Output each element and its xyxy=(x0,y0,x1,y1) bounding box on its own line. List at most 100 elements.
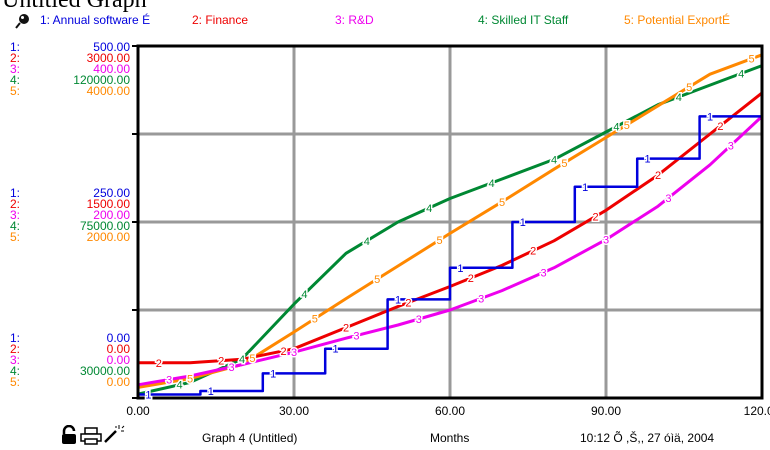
series-marker-5: 5 xyxy=(187,374,193,386)
y-scale-value: 500.00 xyxy=(93,40,130,54)
series-marker-4: 4 xyxy=(676,92,682,104)
series-marker-5: 5 xyxy=(624,120,630,132)
x-tick-label: 30.00 xyxy=(279,404,309,418)
y-scale-value: 2000.00 xyxy=(87,230,131,244)
series-line-1 xyxy=(138,115,762,396)
graph-title-fragment: Untitled Graph xyxy=(2,0,147,13)
y-scale-value: 0.00 xyxy=(107,375,131,389)
series-marker-4: 4 xyxy=(301,289,307,301)
series-marker-4: 4 xyxy=(426,203,432,215)
series-marker-1: 1 xyxy=(270,368,276,380)
series-marker-5: 5 xyxy=(499,197,505,209)
y-scale-index: 3: xyxy=(10,62,20,76)
pin-icon[interactable] xyxy=(15,13,31,32)
y-scale-index: 1: xyxy=(10,186,20,200)
y-scale-index: 5: xyxy=(10,84,20,98)
x-tick-label: 120.00 xyxy=(744,404,770,418)
series-marker-5: 5 xyxy=(374,274,380,286)
y-scale-value: 250.00 xyxy=(93,186,130,200)
series-marker-3: 3 xyxy=(166,375,172,387)
y-scale-index: 4: xyxy=(10,73,20,87)
graph-name: Graph 4 (Untitled) xyxy=(202,431,298,445)
y-scale-index: 1: xyxy=(10,40,20,54)
y-scale-value: 0.00 xyxy=(107,342,131,356)
y-scale-index: 1: xyxy=(10,331,20,345)
series-marker-2: 2 xyxy=(593,211,599,223)
series-marker-3: 3 xyxy=(541,267,547,279)
series-marker-2: 2 xyxy=(530,246,536,258)
series-marker-1: 1 xyxy=(333,344,339,356)
series-marker-2: 2 xyxy=(717,121,723,133)
series-marker-2: 2 xyxy=(405,297,411,309)
series-marker-3: 3 xyxy=(416,314,422,326)
y-scale-value: 3000.00 xyxy=(87,51,131,65)
series-marker-5: 5 xyxy=(686,82,692,94)
series-marker-2: 2 xyxy=(343,323,349,335)
series-marker-1: 1 xyxy=(145,389,151,401)
series-marker-5: 5 xyxy=(749,54,755,66)
series-marker-5: 5 xyxy=(437,235,443,247)
series-marker-4: 4 xyxy=(364,236,370,248)
legend-item-5: 5: Potential ExportÉ xyxy=(624,13,731,27)
grid xyxy=(138,46,762,398)
y-scale-index: 4: xyxy=(10,219,20,233)
y-scale-index: 2: xyxy=(10,197,20,211)
magic-wand-icon[interactable] xyxy=(103,424,125,447)
series-lines xyxy=(137,53,764,396)
series-marker-1: 1 xyxy=(395,294,401,306)
legend-item-1: 1: Annual software É xyxy=(40,13,151,27)
timestamp: 10:12 Õ ,Š,, 27 óìä, 2004 xyxy=(580,431,715,445)
y-scale-value: 400.00 xyxy=(93,62,130,76)
y-scale-value: 120000.00 xyxy=(73,73,130,87)
series-marker-4: 4 xyxy=(551,154,557,166)
series-marker-2: 2 xyxy=(468,273,474,285)
series-marker-3: 3 xyxy=(478,293,484,305)
y-scale-value: 4000.00 xyxy=(87,84,131,98)
series-marker-4: 4 xyxy=(177,380,183,392)
y-scale-value: 0.00 xyxy=(107,353,131,367)
series-marker-5: 5 xyxy=(249,353,255,365)
x-tick-label: 60.00 xyxy=(435,404,465,418)
series-marker-3: 3 xyxy=(291,347,297,359)
x-axis-label: Months xyxy=(430,431,470,445)
axes xyxy=(132,44,764,400)
y-scale-index: 5: xyxy=(10,375,20,389)
series-marker-3: 3 xyxy=(603,235,609,247)
y-scale-labels: 1: 500.00 2: 3000.00 3: 400.00 4: 120000.00 5: 40… xyxy=(10,40,130,389)
legend-item-3: 3: R&D xyxy=(335,13,374,27)
y-scale-index: 3: xyxy=(10,208,20,222)
series-marker-3: 3 xyxy=(353,331,359,343)
y-scale-index: 3: xyxy=(10,353,20,367)
y-scale-index: 4: xyxy=(10,364,20,378)
legend-item-4: 4: Skilled IT Staff xyxy=(478,13,569,27)
series-marker-3: 3 xyxy=(229,362,235,374)
series-marker-5: 5 xyxy=(312,314,318,326)
legend-item-2: 2: Finance xyxy=(192,13,249,27)
y-scale-value: 75000.00 xyxy=(80,219,130,233)
series-marker-3: 3 xyxy=(665,193,671,205)
y-scale-value: 1500.00 xyxy=(87,197,131,211)
y-scale-value: 200.00 xyxy=(93,208,130,222)
series-marker-4: 4 xyxy=(239,354,245,366)
series-marker-1: 1 xyxy=(457,263,463,275)
series-line-3 xyxy=(137,115,764,387)
series-marker-2: 2 xyxy=(281,346,287,358)
series-marker-5: 5 xyxy=(561,158,567,170)
y-scale-index: 2: xyxy=(10,342,20,356)
print-icon[interactable] xyxy=(80,427,102,448)
y-scale-value: 30000.00 xyxy=(80,364,130,378)
series-marker-1: 1 xyxy=(582,182,588,194)
series-marker-1: 1 xyxy=(707,111,713,123)
x-tick-label: 90.00 xyxy=(591,404,621,418)
x-tick-labels: 0.00 30.00 60.00 90.00 120.00 xyxy=(126,404,770,418)
series-marker-1: 1 xyxy=(520,217,526,229)
series-marker-4: 4 xyxy=(489,178,495,190)
series-marker-2: 2 xyxy=(156,358,162,370)
series-marker-3: 3 xyxy=(728,140,734,152)
lock-icon[interactable] xyxy=(60,424,78,448)
series-marker-4: 4 xyxy=(613,122,619,134)
y-scale-index: 5: xyxy=(10,230,20,244)
series-marker-2: 2 xyxy=(218,356,224,368)
